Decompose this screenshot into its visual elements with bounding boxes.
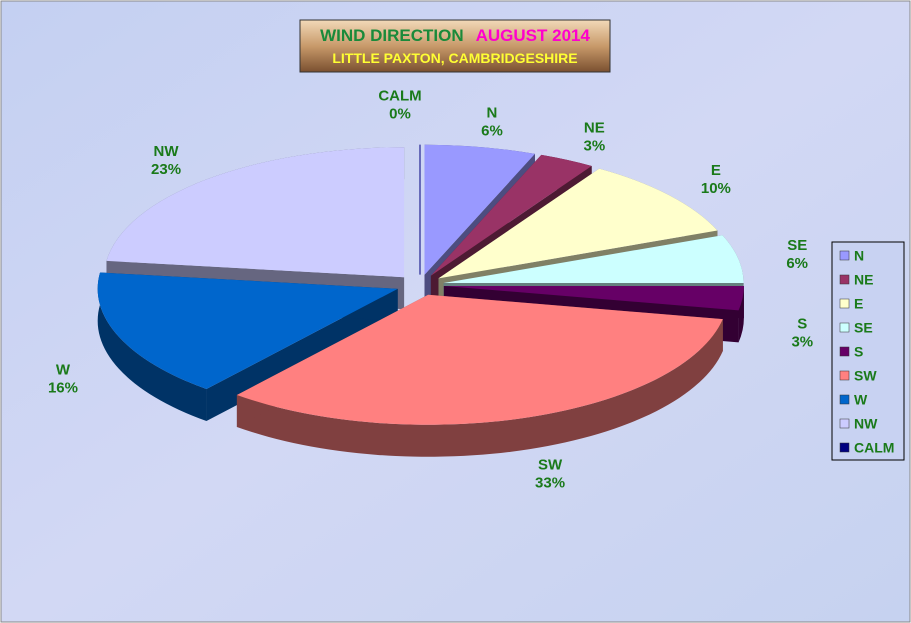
data-label-name: NW — [154, 143, 180, 160]
chart-subtitle: LITTLE PAXTON, CAMBRIDGESHIRE — [332, 50, 577, 66]
legend-swatch — [839, 298, 850, 309]
slice-side — [236, 319, 723, 457]
legend-label: N — [854, 248, 864, 264]
slice — [438, 168, 718, 279]
title-date: AUGUST 2014 — [476, 26, 591, 45]
chart-title: WIND DIRECTION AUGUST 2014 — [320, 26, 590, 45]
data-label-name: N — [487, 105, 498, 122]
data-label: 6% — [481, 123, 503, 140]
slice — [430, 154, 592, 276]
data-label-name: NE — [584, 120, 605, 137]
data-label: 16% — [48, 379, 78, 396]
legend-swatch — [839, 346, 850, 357]
slice — [424, 144, 535, 275]
data-label-name: SW — [538, 457, 563, 474]
legend-swatch — [839, 418, 850, 429]
legend-label: NE — [854, 272, 873, 288]
slice — [97, 272, 398, 389]
data-label: 10% — [701, 180, 731, 197]
data-label-name: SE — [787, 237, 807, 254]
data-label-name: S — [797, 316, 807, 333]
data-label: 23% — [151, 161, 181, 178]
legend-swatch — [839, 274, 850, 285]
legend-swatch — [839, 322, 850, 333]
legend: N NE E SE S SW W NW CALM — [839, 248, 894, 456]
legend-swatch — [839, 250, 850, 261]
legend-label: E — [854, 296, 863, 312]
slice — [236, 294, 723, 425]
data-label-name: CALM — [378, 88, 421, 105]
legend-label: SW — [854, 368, 877, 384]
title-text: WIND DIRECTION — [320, 26, 464, 45]
title-box — [299, 19, 611, 73]
data-label: 6% — [786, 255, 808, 272]
data-label-name: E — [711, 162, 721, 179]
slice — [106, 147, 405, 278]
legend-swatch — [839, 442, 850, 453]
legend-label: W — [854, 392, 868, 408]
slice-side — [97, 272, 207, 421]
data-label: 3% — [791, 334, 813, 351]
data-label: 33% — [535, 475, 565, 492]
legend-label: CALM — [854, 440, 894, 456]
slice — [443, 285, 744, 311]
legend-label: NW — [854, 416, 878, 432]
data-label-name: W — [56, 361, 71, 378]
data-label: 0% — [389, 106, 411, 123]
legend-label: SE — [854, 320, 873, 336]
legend-label: S — [854, 344, 863, 360]
legend-swatch — [839, 394, 850, 405]
slice — [443, 235, 744, 284]
data-label: 3% — [583, 138, 605, 155]
legend-swatch — [839, 370, 850, 381]
